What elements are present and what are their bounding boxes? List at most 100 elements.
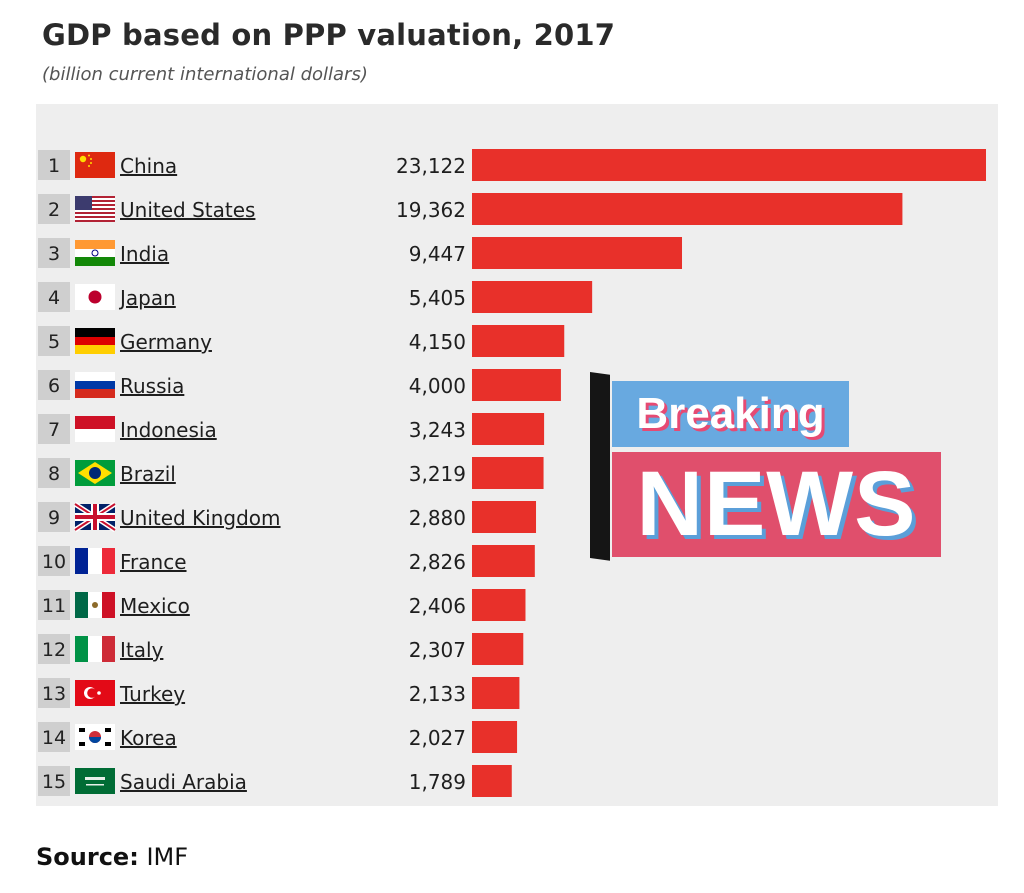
value-label: 23,122: [396, 154, 466, 178]
rank-box: [38, 414, 70, 444]
bar: [472, 457, 544, 489]
rank-box: [38, 238, 70, 268]
rank-box: [38, 194, 70, 224]
bar: [472, 721, 518, 753]
rank-box: [38, 326, 70, 356]
rank-box: [38, 150, 70, 180]
rank-label: 7: [48, 419, 60, 441]
japan-flag-icon: [75, 284, 115, 310]
country-name[interactable]: Brazil: [120, 462, 176, 486]
bar: [472, 545, 535, 577]
value-label: 9,447: [409, 242, 466, 266]
chart-row: 1 China 23,122: [38, 149, 986, 181]
india-flag-icon: [75, 240, 115, 266]
us-flag-icon: [75, 196, 115, 222]
country-name[interactable]: United Kingdom: [120, 506, 281, 530]
chart-row: 3 India 9,447: [38, 237, 683, 269]
country-name[interactable]: Russia: [120, 374, 184, 398]
bar: [472, 237, 683, 269]
uk-flag-icon: [73, 501, 117, 533]
france-flag-icon: [75, 548, 115, 574]
rank-box: [38, 590, 70, 620]
rank-box: [38, 458, 70, 488]
bar: [472, 193, 903, 225]
chart-row: 15 Saudi Arabia 1,789: [38, 765, 512, 797]
country-name[interactable]: India: [120, 242, 169, 266]
rank-label: 10: [42, 551, 66, 573]
chart-panel: 1 China 23,122 2 United States 19,362 3 India 9,…: [36, 104, 998, 806]
bar: [472, 325, 565, 357]
korea-flag-icon: [75, 724, 115, 750]
rank-label: 8: [48, 463, 60, 485]
rank-label: 13: [42, 683, 66, 705]
rank-label: 6: [48, 375, 60, 397]
chart-title: GDP based on PPP valuation, 2017: [42, 18, 616, 52]
saudi-arabia-flag-icon: [75, 768, 115, 794]
rank-box: [38, 282, 70, 312]
rank-box: [38, 722, 70, 752]
value-label: 2,826: [409, 550, 466, 574]
bar: [472, 501, 537, 533]
bar: [472, 633, 524, 665]
country-name[interactable]: Saudi Arabia: [120, 770, 247, 794]
bar: [472, 677, 520, 709]
turkey-flag-icon: [75, 680, 115, 706]
rank-label: 15: [42, 771, 66, 793]
country-name[interactable]: Indonesia: [120, 418, 217, 442]
chart-row: 2 United States 19,362: [38, 193, 903, 225]
rank-box: [38, 370, 70, 400]
rank-label: 12: [42, 639, 66, 661]
chart-row: 4 Japan 5,405: [38, 281, 593, 313]
country-name[interactable]: United States: [120, 198, 255, 222]
country-name[interactable]: Italy: [120, 638, 164, 662]
value-label: 19,362: [396, 198, 466, 222]
source-label: Source:: [36, 843, 139, 871]
value-label: 4,000: [409, 374, 466, 398]
country-name[interactable]: Turkey: [119, 682, 185, 706]
russia-flag-icon: [75, 372, 115, 398]
country-name[interactable]: China: [120, 154, 177, 178]
rank-box: [38, 546, 70, 576]
germany-flag-icon: [75, 328, 115, 354]
value-label: 1,789: [409, 770, 466, 794]
value-label: 4,150: [409, 330, 466, 354]
rank-label: 11: [42, 595, 66, 617]
bar: [472, 149, 986, 181]
rank-label: 3: [48, 243, 60, 265]
source-note: Source: IMF: [36, 843, 188, 871]
bar: [472, 589, 526, 621]
country-name[interactable]: Korea: [120, 726, 177, 750]
rank-label: 9: [48, 507, 60, 529]
rank-label: 2: [48, 199, 60, 221]
value-label: 3,243: [409, 418, 466, 442]
value-label: 2,027: [409, 726, 466, 750]
chart-row: 14 Korea 2,027: [38, 721, 518, 753]
value-label: 2,307: [409, 638, 466, 662]
bar: [472, 413, 545, 445]
chart-row: 13 Turkey 2,133: [38, 677, 520, 709]
country-name[interactable]: Japan: [118, 286, 176, 310]
country-name[interactable]: France: [120, 550, 187, 574]
gdp-bar-chart: 1 China 23,122 2 United States 19,362 3 India 9,…: [38, 149, 986, 797]
chart-row: 5 Germany 4,150: [38, 325, 565, 357]
rank-label: 14: [42, 727, 66, 749]
rank-box: [38, 502, 70, 532]
chart-row: 10 France 2,826: [38, 545, 535, 577]
country-name[interactable]: Mexico: [120, 594, 190, 618]
chart-subtitle: (billion current international dollars): [42, 64, 368, 85]
value-label: 2,406: [409, 594, 466, 618]
chart-row: 9 United Kingdom 2,880: [38, 501, 537, 533]
chart-row: 11 Mexico 2,406: [38, 589, 526, 621]
country-name[interactable]: Germany: [120, 330, 212, 354]
value-label: 2,880: [409, 506, 466, 530]
source-value: IMF: [146, 843, 189, 871]
value-label: 5,405: [409, 286, 466, 310]
chart-row: 12 Italy 2,307: [38, 633, 524, 665]
bar: [472, 281, 593, 313]
chart-row: 8 Brazil 3,219: [38, 457, 544, 489]
chart-row: 7 Indonesia 3,243: [38, 413, 545, 445]
rank-box: [38, 766, 70, 796]
value-label: 2,133: [409, 682, 466, 706]
mexico-flag-icon: [75, 592, 115, 618]
rank-label: 4: [48, 287, 60, 309]
